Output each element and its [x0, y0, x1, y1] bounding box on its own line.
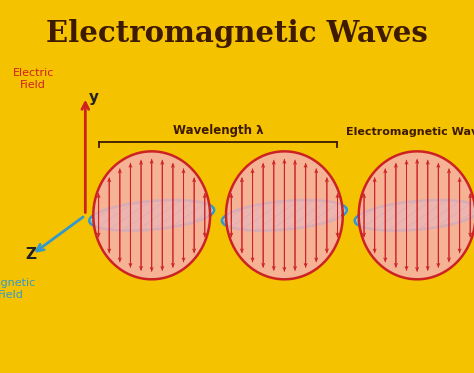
Polygon shape	[89, 200, 214, 231]
Polygon shape	[222, 200, 347, 231]
Text: Magnetic
Field: Magnetic Field	[0, 278, 36, 300]
Text: Z: Z	[25, 247, 36, 262]
Text: y: y	[89, 90, 99, 104]
Polygon shape	[93, 151, 210, 279]
Text: Wavelength λ: Wavelength λ	[173, 124, 263, 137]
Text: Electromagnetic Waves: Electromagnetic Waves	[46, 19, 428, 48]
Polygon shape	[355, 200, 474, 231]
Polygon shape	[359, 151, 474, 279]
Text: Electric
Field: Electric Field	[12, 68, 54, 90]
Polygon shape	[226, 151, 343, 279]
Text: Electromagnetic Waves: Electromagnetic Waves	[346, 127, 474, 137]
